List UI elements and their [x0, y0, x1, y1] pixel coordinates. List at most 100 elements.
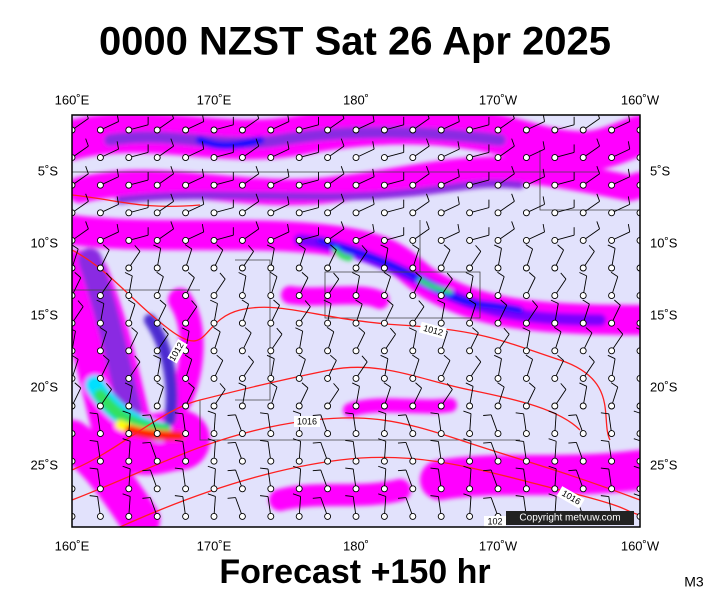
barb-feather — [457, 168, 460, 177]
barb-feather — [142, 497, 151, 499]
barb-feather — [57, 498, 65, 499]
barb-station — [466, 457, 474, 465]
barb-feather — [170, 138, 175, 147]
barb-feather — [255, 138, 260, 147]
barb-station — [182, 485, 190, 493]
barb-station — [324, 209, 332, 217]
barb-feather — [201, 223, 205, 233]
barb-feather — [207, 438, 216, 442]
barb-feather — [304, 300, 311, 307]
barb-staff — [72, 515, 73, 517]
barb-station — [522, 181, 530, 189]
barb-station — [96, 512, 104, 520]
barb-feather — [475, 355, 482, 363]
barb-feather — [174, 467, 183, 470]
barb-station — [182, 430, 190, 438]
barb-feather — [568, 469, 577, 472]
barb-feather — [627, 168, 631, 177]
barb-feather — [142, 414, 151, 416]
barb-station — [409, 264, 417, 272]
barb-feather — [352, 382, 360, 387]
barb-station — [551, 347, 559, 355]
barb-station — [182, 457, 190, 465]
barb-station — [210, 374, 218, 382]
barb-feather — [515, 495, 524, 498]
barb-station — [267, 236, 275, 244]
barb-station — [295, 236, 303, 244]
barb-station — [324, 126, 332, 134]
barb-station — [380, 154, 388, 162]
barb-feather — [188, 272, 195, 278]
barb-feather — [483, 414, 492, 416]
barb-station — [182, 154, 190, 162]
barb-station — [551, 209, 559, 217]
barb-feather — [162, 327, 169, 335]
barb-station — [494, 374, 502, 382]
barb-station — [182, 236, 190, 244]
barb-feather — [614, 299, 621, 306]
wind-barbs — [57, 115, 640, 520]
barb-station — [96, 292, 104, 300]
barb-station — [238, 402, 246, 410]
barb-station — [96, 430, 104, 438]
barb-station — [466, 209, 474, 217]
barb-station — [324, 430, 332, 438]
isobar-label: 102 — [487, 516, 502, 526]
barb-feather — [174, 495, 183, 498]
barb-station — [551, 485, 559, 493]
barb-feather — [227, 497, 236, 499]
barb-station — [267, 457, 275, 465]
lon-label-bottom: 180˚ — [343, 538, 369, 553]
barb-station — [551, 430, 559, 438]
barb-station — [380, 457, 388, 465]
barb-station — [608, 236, 616, 244]
barb-feather — [170, 166, 175, 174]
barb-feather — [210, 299, 218, 304]
barb-feather — [301, 382, 309, 389]
barb-feather — [345, 439, 354, 442]
barb-feather — [372, 223, 375, 233]
barb-station — [522, 292, 530, 300]
barb-station — [380, 347, 388, 355]
barb-station — [409, 236, 417, 244]
barb-feather — [201, 196, 205, 205]
barb-feather — [131, 327, 138, 334]
barb-feather — [610, 382, 619, 388]
barb-feather — [276, 327, 283, 335]
barb-station — [324, 485, 332, 493]
barb-feather — [443, 354, 451, 361]
barb-station — [125, 457, 133, 465]
barb-feather — [430, 412, 439, 415]
barb-station — [380, 319, 388, 327]
barb-feather — [345, 467, 354, 470]
barb-feather — [372, 168, 375, 177]
barb-station — [466, 374, 474, 382]
barb-feather — [207, 493, 216, 497]
barb-feather — [227, 441, 236, 444]
barb-station — [267, 154, 275, 162]
barb-feather — [156, 271, 164, 277]
barb-feather — [497, 271, 505, 277]
barb-station — [522, 319, 530, 327]
barb-feather — [255, 221, 260, 230]
barb-station — [380, 126, 388, 134]
barb-station — [579, 374, 587, 382]
barb-station — [579, 236, 587, 244]
barb-feather — [287, 168, 290, 177]
barb-station — [551, 374, 559, 382]
barb-feather — [596, 193, 601, 202]
barb-station — [522, 457, 530, 465]
barb-feather — [494, 354, 502, 360]
barb-station — [295, 292, 303, 300]
barb-feather — [85, 166, 89, 174]
barb-feather — [89, 412, 98, 415]
barb-station — [522, 264, 530, 272]
lat-label-right: 15˚S — [650, 307, 678, 322]
barb-feather — [627, 141, 631, 150]
barb-station — [153, 264, 161, 272]
barb-station — [210, 402, 218, 410]
barb-feather — [557, 354, 564, 361]
barb-feather — [503, 327, 510, 335]
barb-feather — [99, 327, 107, 333]
barb-station — [125, 264, 133, 272]
